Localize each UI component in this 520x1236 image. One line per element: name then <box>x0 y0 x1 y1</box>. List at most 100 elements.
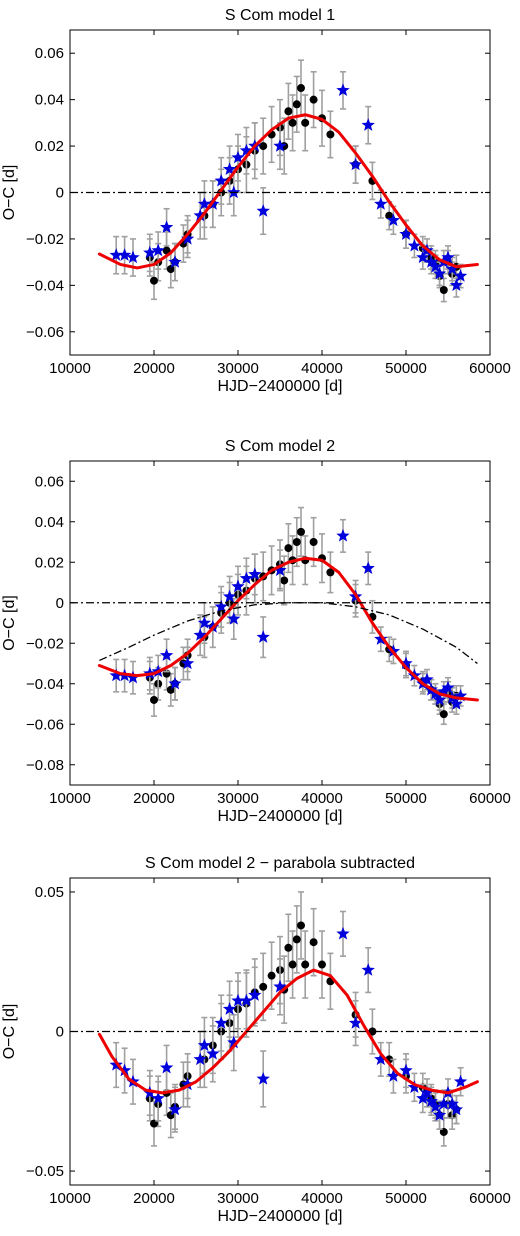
data-point-star <box>239 571 254 585</box>
data-point-star <box>159 220 174 233</box>
series-dashdot-line <box>99 602 478 665</box>
fit-curve <box>97 113 479 270</box>
fit-curve <box>97 556 479 702</box>
data-point-dot <box>292 538 301 546</box>
data-point-star <box>361 118 375 131</box>
data-point-star <box>248 567 262 581</box>
x-tick-label: 60000 <box>469 790 511 807</box>
data-point-star <box>399 656 413 670</box>
x-tick-label: 10000 <box>49 360 91 377</box>
series-fit-line <box>97 968 479 1095</box>
data-point-star <box>227 1035 241 1049</box>
data-point-star <box>180 231 195 245</box>
data-point-dot <box>259 982 268 991</box>
data-point-dot <box>284 544 293 553</box>
x-tick-label: 50000 <box>385 790 427 807</box>
y-tick-label: −0.02 <box>26 635 64 652</box>
data-point-dot <box>297 84 305 93</box>
data-point-star <box>449 278 464 292</box>
y-tick-label: 0 <box>56 1024 64 1041</box>
x-axis-title: HJD−2400000 [d] <box>218 808 343 825</box>
data-point-dot <box>301 118 310 127</box>
y-axis-title: O−C [d] <box>1 1004 18 1060</box>
y-tick-label: −0.04 <box>26 676 64 693</box>
data-point-dot <box>267 971 276 980</box>
y-tick-label: 0.02 <box>35 138 64 155</box>
data-point-star <box>197 616 212 629</box>
data-point-dot <box>150 695 158 704</box>
data-point-star <box>449 697 464 710</box>
data-point-star <box>424 1094 438 1107</box>
data-point-star <box>336 926 350 940</box>
y-tick-label: 0.06 <box>35 45 64 62</box>
data-point-dot <box>297 527 305 536</box>
data-point-star <box>256 204 270 217</box>
data-point-star <box>361 963 375 976</box>
data-point-dot <box>368 1027 377 1036</box>
data-point-star <box>399 227 413 240</box>
data-point-star <box>206 1046 220 1060</box>
data-point-star <box>432 266 447 280</box>
chart-title: S Com model 2 <box>225 438 335 455</box>
data-point-dot <box>318 960 326 969</box>
data-point-star <box>231 579 245 593</box>
data-point-star <box>449 1102 464 1116</box>
y-tick-label: −0.06 <box>26 716 64 733</box>
data-point-dot <box>309 538 318 546</box>
data-point-dot <box>309 95 318 104</box>
data-point-dot <box>166 265 175 274</box>
data-point-dot <box>284 107 293 116</box>
data-point-star <box>336 83 350 97</box>
data-point-star <box>336 528 350 542</box>
data-point-dot <box>297 921 305 930</box>
data-point-star <box>239 993 254 1007</box>
y-tick-label: 0.04 <box>35 92 64 109</box>
data-point-dot <box>439 710 448 719</box>
data-point-star <box>168 676 182 690</box>
data-point-star <box>407 238 422 252</box>
data-point-star <box>168 1102 182 1116</box>
data-point-star <box>453 269 468 282</box>
chart-title: S Com model 2 − parabola subtracted <box>145 855 415 872</box>
data-point-star <box>193 1052 207 1066</box>
data-point-star <box>159 1060 174 1074</box>
data-point-star <box>239 143 254 157</box>
data-point-star <box>256 1071 270 1085</box>
data-point-star <box>180 656 195 670</box>
fit-curve <box>97 968 479 1095</box>
chart-title: S Com model 1 <box>225 7 335 24</box>
data-point-star <box>231 993 245 1007</box>
data-point-star <box>231 150 245 164</box>
y-tick-label: 0.04 <box>35 514 64 531</box>
y-tick-label: −0.08 <box>26 757 64 774</box>
x-tick-label: 20000 <box>133 790 175 807</box>
data-point-dot <box>288 960 297 969</box>
data-point-star <box>428 1099 443 1113</box>
data-point-star <box>222 589 237 603</box>
data-point-star <box>126 670 140 684</box>
data-point-star <box>445 1097 459 1110</box>
data-point-star <box>109 668 123 682</box>
data-point-dot <box>385 211 394 220</box>
data-point-dot <box>292 100 301 109</box>
data-point-dot <box>288 118 297 127</box>
data-point-star <box>453 1074 468 1088</box>
data-point-star <box>441 250 455 264</box>
data-point-star <box>420 672 434 686</box>
y-tick-label: −0.02 <box>26 231 64 248</box>
data-point-star <box>197 197 212 210</box>
y-tick-label: 0.06 <box>35 473 64 490</box>
y-tick-label: −0.05 <box>26 1163 64 1180</box>
data-point-dot <box>284 943 293 952</box>
data-point-dot <box>280 576 289 585</box>
plot-frame <box>69 460 491 786</box>
x-tick-label: 20000 <box>133 1190 175 1207</box>
data-point-star <box>180 1077 195 1091</box>
series-fit-line <box>97 113 479 270</box>
data-point-star <box>273 979 287 993</box>
data-point-dot <box>259 142 268 151</box>
x-tick-label: 60000 <box>469 1190 511 1207</box>
chart-panel-model-2-parabola-subtracted: S Com model 2 − parabola subtracted 10000… <box>1 855 511 1225</box>
x-axis-title: HJD−2400000 [d] <box>218 378 343 395</box>
